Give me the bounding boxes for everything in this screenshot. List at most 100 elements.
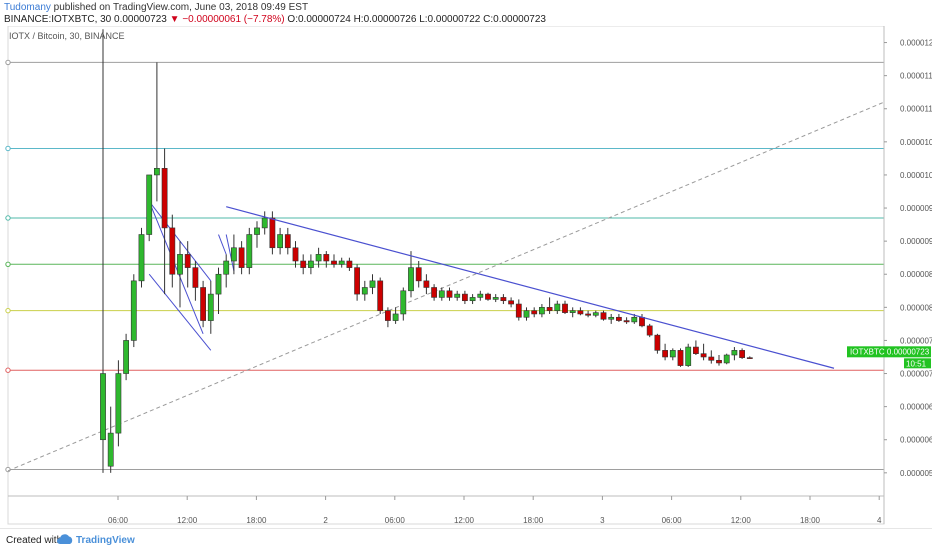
candle-body — [662, 350, 668, 358]
level-handle — [5, 145, 11, 152]
price-change: ▼ −0.00000061 (−7.78%) — [169, 14, 285, 25]
dashed-trendline[interactable] — [7, 101, 885, 472]
y-tick-label: 0.00000600 — [900, 436, 932, 445]
candle-body — [492, 297, 499, 300]
candle-body — [485, 293, 491, 300]
ohlc-values: O:0.00000724 H:0.00000726 L:0.00000722 C… — [287, 14, 546, 25]
candle — [130, 274, 137, 348]
candle — [569, 307, 576, 318]
candle — [361, 280, 368, 301]
author-link[interactable]: Tudomany — [4, 2, 51, 13]
x-tick-label: 4 — [877, 516, 882, 525]
candle — [554, 300, 561, 314]
candle — [654, 333, 661, 354]
candle — [100, 29, 106, 473]
candle — [215, 267, 222, 314]
last-price: 0.00000723 — [114, 14, 167, 25]
candle — [177, 241, 183, 308]
candle — [400, 287, 407, 321]
candle — [739, 348, 745, 359]
candle-body — [369, 280, 376, 288]
candle-body — [207, 293, 214, 321]
candle — [115, 360, 122, 447]
x-tick-label: 12:00 — [177, 516, 198, 525]
y-tick-label: 0.00000800 — [900, 303, 932, 312]
candle — [646, 323, 653, 338]
countdown-box — [904, 358, 931, 369]
candle — [323, 251, 330, 268]
candle-body — [569, 310, 576, 313]
candle — [708, 350, 715, 364]
x-tick-label: 06:00 — [385, 516, 406, 525]
x-tick-label: 18:00 — [800, 516, 821, 525]
level-handle — [5, 367, 11, 373]
y-tick-label: 0.00000850 — [900, 270, 932, 279]
descending-trendline[interactable] — [226, 206, 835, 369]
candle-body — [739, 350, 745, 358]
y-tick-label: 0.00000750 — [900, 336, 932, 345]
candle — [592, 310, 599, 318]
candle-body — [500, 297, 507, 302]
candle-body — [338, 260, 345, 265]
candles — [100, 29, 753, 473]
candle — [254, 221, 260, 248]
candle-body — [723, 354, 730, 364]
candle — [492, 294, 499, 303]
candle-body — [315, 254, 322, 262]
pattern-line — [148, 273, 212, 351]
candle-body — [531, 310, 538, 315]
price-axis[interactable]: 0.00001200 0.00001150 0.00001100 0.00001050… — [884, 39, 932, 478]
tradingview-brand[interactable]: TradingView — [76, 535, 135, 546]
candle — [231, 234, 237, 275]
footer: Created with TradingView — [0, 528, 932, 551]
candle-body — [515, 303, 522, 318]
candle — [746, 356, 753, 359]
candle-body — [361, 287, 368, 295]
symbol-label: IOTX / Bitcoin, 30, BINANCE — [9, 31, 125, 41]
candle — [384, 307, 391, 328]
candle-body — [100, 373, 106, 441]
candle — [716, 355, 722, 366]
candle-body — [161, 168, 168, 229]
candle-body — [423, 280, 430, 288]
candle — [184, 241, 191, 288]
candle-body — [130, 280, 137, 341]
candle — [292, 241, 299, 268]
candle-body — [692, 346, 699, 354]
last-price-label: IOTXBTC 0.00000723 10:51 — [847, 346, 931, 369]
candle-body — [623, 320, 630, 323]
candle-body — [400, 290, 407, 315]
candle — [562, 300, 568, 314]
candle — [515, 299, 522, 321]
triangle-pattern[interactable] — [148, 201, 235, 351]
candle-body — [215, 273, 222, 295]
candle — [392, 307, 399, 324]
level-handle — [5, 307, 11, 314]
candle-body — [454, 293, 461, 298]
candlestick-chart[interactable]: IOTX / Bitcoin, 30, BINANCE 0.000012000.… — [0, 26, 932, 526]
time-axis[interactable]: 06:00 12:00 18:00 2 06:00 12:00 18:00 3 06:00 12:… — [108, 496, 882, 525]
candle — [623, 317, 630, 324]
candle-body — [677, 350, 684, 366]
candle — [500, 294, 507, 305]
candle — [469, 294, 476, 305]
candle-body — [154, 168, 160, 176]
level-handle — [5, 215, 11, 221]
candle — [238, 241, 245, 275]
candle — [123, 333, 129, 381]
candle — [415, 261, 422, 288]
candle — [600, 310, 607, 321]
y-tick-label: 0.00001000 — [900, 171, 932, 180]
candle — [277, 227, 283, 255]
candle-body — [292, 247, 299, 262]
candle-body — [246, 234, 253, 268]
candle — [692, 340, 699, 355]
candle — [485, 292, 491, 301]
candle-body — [146, 174, 153, 235]
candle-body — [238, 247, 245, 268]
level-handle — [5, 261, 11, 268]
candle-body — [461, 293, 468, 302]
candle-body — [346, 260, 353, 268]
candle-body — [231, 247, 237, 262]
candle — [200, 280, 206, 328]
